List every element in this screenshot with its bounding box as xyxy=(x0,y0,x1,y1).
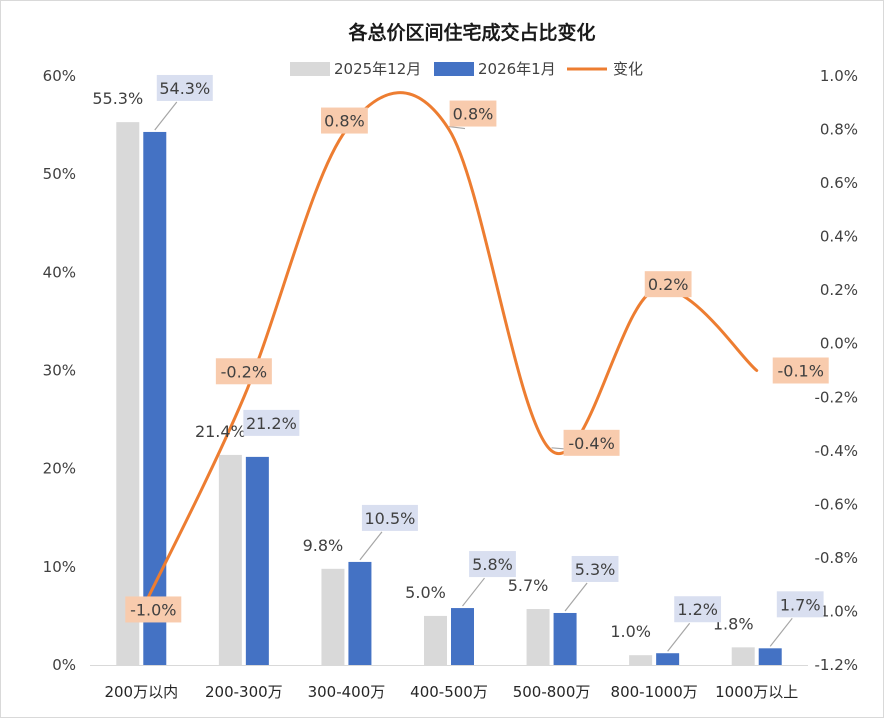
label-change-box xyxy=(125,596,182,623)
bar-2025-12 xyxy=(116,122,140,666)
bar-2026-01 xyxy=(143,131,167,665)
category-labels: 200万以内 200-300万 300-400万 400-500万 500-800万 80… xyxy=(104,683,798,701)
left-axis-tick: 40% xyxy=(43,263,76,281)
bar-2026-01 xyxy=(656,653,680,665)
label-change-box xyxy=(215,358,272,385)
bar-2025-12 xyxy=(218,454,242,665)
label-change-box xyxy=(563,429,620,456)
legend-label: 2025年12月 xyxy=(334,60,421,78)
bar-2025-12 xyxy=(321,568,345,665)
legend-swatch-2025-12 xyxy=(290,62,330,76)
right-axis-tick: -1.2% xyxy=(814,656,858,674)
label-2026-01-box xyxy=(156,74,213,101)
legend: 2025年12月 2026年1月 变化 xyxy=(290,60,643,78)
label-2026-01: 1.2% xyxy=(677,600,718,619)
label-change-box xyxy=(772,357,829,384)
left-axis-tick: 20% xyxy=(43,460,76,478)
leader-line xyxy=(462,577,485,607)
label-2025-12: 55.3% xyxy=(92,89,143,108)
right-axis-tick: -0.6% xyxy=(814,495,858,513)
label-change: -0.2% xyxy=(221,362,267,381)
label-2025-12: 1.8% xyxy=(713,614,754,633)
category-label: 1000万以上 xyxy=(715,683,798,701)
leader-line xyxy=(448,125,466,130)
right-axis-tick: 0.2% xyxy=(820,281,858,299)
bars xyxy=(116,122,782,666)
left-axis-tick: 0% xyxy=(52,656,76,674)
label-2026-01-box xyxy=(776,591,824,618)
label-2025-12: 5.7% xyxy=(508,576,549,595)
leader-line xyxy=(154,101,178,131)
bar-2025-12 xyxy=(424,615,447,665)
bar-2026-01 xyxy=(348,561,372,665)
chart-title: 各总价区间住宅成交占比变化 xyxy=(347,21,595,44)
label-2026-01-box xyxy=(361,504,418,531)
category-label: 200万以内 xyxy=(104,683,178,701)
label-2026-01: 10.5% xyxy=(365,509,416,528)
bar-2025-12 xyxy=(526,609,550,665)
leader-line xyxy=(551,447,564,450)
label-2026-01: 5.3% xyxy=(575,560,616,579)
label-2026-01: 54.3% xyxy=(159,79,210,98)
right-axis-tick: 0.6% xyxy=(820,174,858,192)
label-change: 0.2% xyxy=(648,275,689,294)
category-label: 800-1000万 xyxy=(611,683,698,701)
label-2026-01: 1.7% xyxy=(780,595,821,614)
right-axis: -1.2% -1.0% -0.8% -0.6% -0.4% -0.2% 0.0% 0.2% 0.… xyxy=(814,67,858,674)
right-axis-tick: 1.0% xyxy=(820,67,858,85)
legend-swatch-2026-01 xyxy=(434,62,474,76)
legend-label: 变化 xyxy=(613,60,643,78)
change-line-path xyxy=(139,91,759,613)
label-change: -0.1% xyxy=(778,362,824,381)
right-axis-tick: 0.4% xyxy=(820,228,858,246)
right-axis-tick: 0.0% xyxy=(820,335,858,353)
right-axis-tick: 0.8% xyxy=(820,121,858,139)
label-change-box xyxy=(321,107,368,134)
label-change: 0.8% xyxy=(324,112,365,131)
left-axis: 0% 10% 20% 30% 40% 50% 60% xyxy=(43,67,76,674)
bar-2026-01 xyxy=(245,456,269,665)
bar-2025-12 xyxy=(629,655,653,665)
label-change: -1.0% xyxy=(130,600,176,619)
category-label: 400-500万 xyxy=(410,683,488,701)
label-change-box xyxy=(644,271,692,298)
right-axis-tick: -1.0% xyxy=(814,602,858,620)
label-2026-01: 21.2% xyxy=(246,414,297,433)
label-2025-12: 1.0% xyxy=(610,622,651,641)
right-axis-tick: -0.8% xyxy=(814,549,858,567)
label-2026-01-box xyxy=(469,551,516,578)
leader-line xyxy=(769,617,793,647)
leader-line xyxy=(564,582,588,612)
bar-2026-01 xyxy=(758,648,782,665)
label-2025-12: 9.8% xyxy=(303,536,344,555)
label-2026-01-box xyxy=(571,555,619,582)
label-change: 0.8% xyxy=(453,105,494,124)
right-axis-tick: -0.2% xyxy=(814,388,858,406)
category-label: 500-800万 xyxy=(513,683,591,701)
left-axis-tick: 50% xyxy=(43,165,76,183)
label-2026-01-box xyxy=(243,409,300,436)
data-labels: 55.3% 21.4% 9.8% 5.0% 5.7% 1.0% 1.8% 54.3% 21.2%… xyxy=(92,74,829,652)
label-2025-12: 5.0% xyxy=(405,583,446,602)
label-2026-01-box xyxy=(674,596,722,623)
left-axis-tick: 60% xyxy=(43,67,76,85)
label-2026-01: 5.8% xyxy=(472,555,513,574)
left-axis-tick: 30% xyxy=(43,362,76,380)
leader-line xyxy=(359,531,383,561)
right-axis-tick: -0.4% xyxy=(814,442,858,460)
label-change: -0.4% xyxy=(568,434,614,453)
leader-line xyxy=(667,622,691,652)
legend-label: 2026年1月 xyxy=(478,60,556,78)
label-change-box xyxy=(449,100,497,127)
category-label: 300-400万 xyxy=(308,683,386,701)
category-label: 200-300万 xyxy=(205,683,283,701)
label-2025-12: 21.4% xyxy=(195,422,246,441)
change-line xyxy=(139,91,759,613)
left-axis-tick: 10% xyxy=(43,558,76,576)
bar-2026-01 xyxy=(553,612,577,665)
bar-2025-12 xyxy=(731,647,755,665)
bar-2026-01 xyxy=(451,608,474,665)
